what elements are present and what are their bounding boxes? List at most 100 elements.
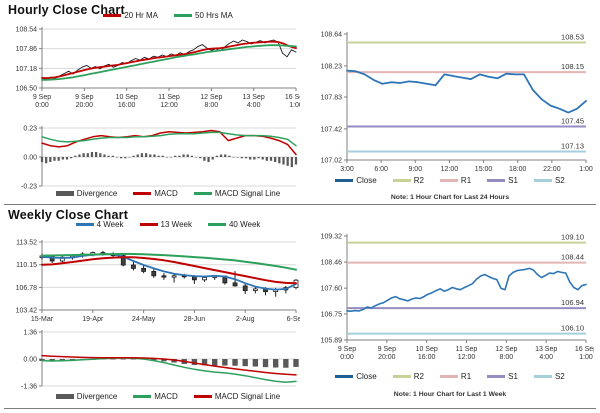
legend-label: 4 Week — [96, 220, 124, 229]
legend-swatch-13-week — [139, 223, 158, 226]
svg-text:103.42: 103.42 — [16, 308, 38, 315]
svg-text:0.00: 0.00 — [23, 155, 37, 162]
legend-label: 20 Hr MA — [124, 11, 158, 20]
legend-label: Divergence — [76, 189, 118, 198]
legend-swatch-close — [335, 179, 354, 182]
legend-swatch-macd — [133, 395, 152, 398]
svg-text:107.13: 107.13 — [561, 141, 584, 150]
legend-swatch-divergence — [55, 394, 74, 399]
svg-text:15-Mar: 15-Mar — [31, 316, 54, 323]
legend-label: S1 — [508, 176, 518, 185]
section-divider — [4, 204, 596, 205]
legend-swatch-r1 — [439, 179, 458, 182]
svg-text:106.50: 106.50 — [16, 86, 38, 93]
svg-text:0.23: 0.23 — [23, 126, 37, 133]
svg-text:106.10: 106.10 — [561, 324, 584, 333]
legend-swatch-s2 — [533, 375, 552, 378]
legend-item-s2: S2 — [533, 176, 565, 185]
legend-item-r2: R2 — [392, 372, 424, 381]
weekly-macd-svg: 1.36 0.00 -1.36 — [21, 330, 299, 391]
svg-text:28-Jun: 28-Jun — [184, 316, 206, 323]
svg-text:-1.36: -1.36 — [21, 384, 37, 391]
legend-label: R2 — [413, 176, 424, 185]
weekly-pivot-legend: Close R2 R1 S1 S2 — [330, 372, 570, 381]
svg-text:6:00: 6:00 — [374, 166, 388, 173]
legend-item-macd: MACD — [133, 392, 178, 401]
weekly-pivot-svg: 109.32 108.46 107.60 106.75 105.89 109.10 108.… — [321, 233, 594, 361]
legend-swatch-s1 — [487, 375, 506, 378]
legend-item-13-week: 13 Week — [139, 220, 192, 229]
legend-item-20-hr-ma: 20 Hr MA — [103, 11, 158, 20]
legend-swatch-50-hrs-ma — [174, 14, 192, 17]
legend-label: Close — [356, 372, 377, 381]
svg-text:107.42: 107.42 — [321, 126, 343, 133]
weekly-macd-chart: 1.36 0.00 -1.36 — [8, 326, 300, 392]
hourly-macd-chart: 0.23 0.00 -0.23 — [8, 122, 300, 192]
svg-text:107.45: 107.45 — [561, 117, 584, 126]
legend-label: MACD — [154, 392, 178, 401]
svg-text:107.02: 107.02 — [321, 158, 343, 165]
svg-text:113.52: 113.52 — [16, 240, 37, 247]
svg-text:12:00: 12:00 — [441, 166, 459, 173]
legend-label: R1 — [460, 372, 472, 381]
svg-text:6-Sep: 6-Sep — [287, 316, 300, 323]
hourly-pivot-chart: 108.64 108.23 107.83 107.42 107.02 108.53 108.… — [302, 26, 594, 184]
legend-label: 50 Hrs MA — [195, 11, 233, 20]
weekly-price-legend: 4 Week 13 Week 40 Week — [40, 220, 296, 229]
weekly-chart-title: Weekly Close Chart — [8, 208, 129, 222]
svg-text:108.54: 108.54 — [16, 27, 38, 34]
legend-label: MACD Signal Line — [214, 392, 281, 401]
hourly-price-svg: 108.54 107.86 107.18 106.509 Sep 0:00 9 Sep 20… — [16, 27, 300, 110]
hourly-pivot-svg: 108.64 108.23 107.83 107.42 107.02 108.53 108.… — [321, 32, 593, 174]
svg-text:106.94: 106.94 — [561, 298, 584, 307]
legend-swatch-macd-signal-line — [193, 395, 212, 398]
svg-text:108.44: 108.44 — [561, 253, 584, 262]
legend-item-s1: S1 — [487, 176, 518, 185]
legend-item-40-week: 40 Week — [207, 220, 261, 229]
legend-item-4-week: 4 Week — [75, 220, 124, 229]
weekly-pivot-note: Note: 1 Hour Chart for Last 1 Week — [393, 391, 507, 398]
legend-swatch-s1 — [487, 179, 506, 182]
legend-swatch-s2 — [533, 179, 552, 182]
svg-text:107.86: 107.86 — [16, 46, 38, 53]
legend-item-50-hrs-ma: 50 Hrs MA — [174, 11, 233, 20]
legend-swatch-r1 — [439, 375, 458, 378]
legend-label: S1 — [508, 372, 518, 381]
weekly-price-chart: 113.52 110.15 106.78 103.42 15-Mar 19-Apr 24-M… — [8, 232, 300, 326]
svg-text:22:00: 22:00 — [543, 166, 561, 173]
svg-text:24-May: 24-May — [132, 316, 156, 323]
svg-text:107.60: 107.60 — [321, 286, 343, 293]
legend-swatch-20-hr-ma — [103, 14, 122, 17]
legend-swatch-divergence — [55, 191, 74, 196]
legend-item-divergence: Divergence — [55, 189, 118, 198]
legend-swatch-macd — [133, 192, 152, 195]
legend-swatch-40-week — [207, 223, 226, 226]
legend-item-close: Close — [335, 176, 377, 185]
svg-text:108.46: 108.46 — [321, 260, 343, 267]
hourly-pivot-legend: Close R2 R1 S1 S2 — [330, 176, 570, 185]
svg-text:1.36: 1.36 — [23, 330, 37, 337]
legend-item-r1: R1 — [439, 176, 472, 185]
svg-text:109.32: 109.32 — [321, 234, 343, 241]
legend-label: 40 Week — [228, 220, 261, 229]
legend-swatch-r2 — [392, 179, 411, 182]
legend-item-s1: S1 — [487, 372, 518, 381]
svg-text:108.15: 108.15 — [561, 62, 584, 71]
hourly-macd-svg: 0.23 0.00 -0.23 — [21, 126, 298, 191]
svg-text:3:00: 3:00 — [340, 166, 354, 173]
legend-label: MACD Signal Line — [214, 189, 281, 198]
legend-item-divergence: Divergence — [55, 392, 117, 401]
legend-label: R1 — [460, 176, 472, 185]
svg-text:2-Aug: 2-Aug — [236, 316, 255, 323]
svg-text:0.00: 0.00 — [23, 357, 37, 364]
